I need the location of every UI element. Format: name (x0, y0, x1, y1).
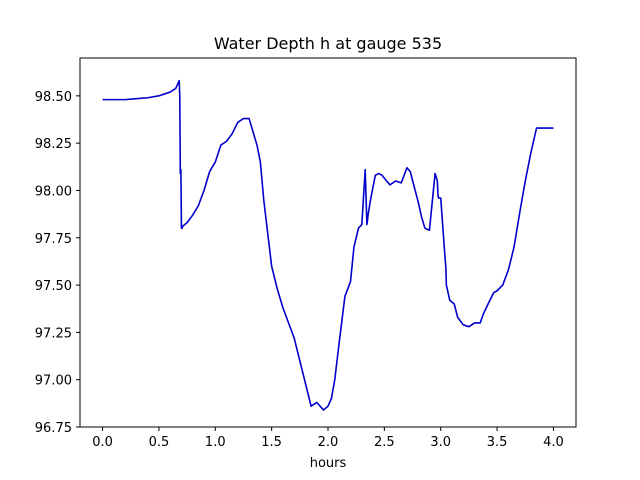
y-axis: 96.75 97.00 97.25 97.50 97.75 98.00 98.25 98.50 (35, 90, 80, 436)
y-tick-label: 96.75 (35, 421, 72, 436)
y-tick-label: 98.25 (35, 137, 72, 152)
x-tick-label: 0.5 (149, 435, 170, 450)
x-axis: 0.0 0.5 1.0 1.5 2.0 2.5 3.0 3.5 4.0 (92, 427, 564, 450)
chart-title: Water Depth h at gauge 535 (214, 34, 442, 53)
x-tick-label: 1.0 (205, 435, 226, 450)
y-tick-label: 98.50 (35, 90, 72, 105)
y-tick-label: 98.00 (35, 184, 72, 199)
y-tick-label: 97.00 (35, 374, 72, 389)
y-tick-label: 97.50 (35, 279, 72, 294)
x-axis-label: hours (310, 456, 347, 471)
x-tick-label: 3.0 (430, 435, 451, 450)
x-tick-label: 2.5 (374, 435, 395, 450)
x-tick-label: 3.5 (487, 435, 508, 450)
y-tick-label: 97.25 (35, 326, 72, 341)
x-tick-label: 4.0 (543, 435, 564, 450)
series-line-0 (102, 79, 554, 411)
x-tick-label: 2.0 (318, 435, 339, 450)
y-tick-label: 97.75 (35, 232, 72, 247)
x-tick-label: 0.0 (92, 435, 113, 450)
x-tick-label: 1.5 (261, 435, 282, 450)
axes-frame (79, 57, 577, 428)
plot-area (102, 79, 554, 411)
